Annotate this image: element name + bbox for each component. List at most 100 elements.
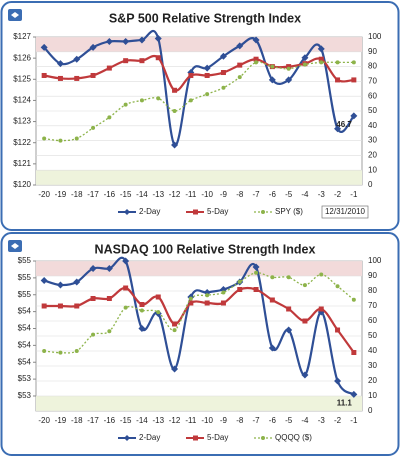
band	[36, 37, 362, 52]
x-tick-label: -19	[55, 190, 67, 199]
chart-title: S&P 500 Relative Strength Index	[109, 11, 301, 25]
point	[171, 141, 179, 149]
point	[74, 75, 80, 81]
point	[350, 112, 358, 120]
point	[172, 321, 178, 327]
point	[156, 96, 161, 101]
y-tick-label: $54	[18, 340, 32, 349]
date-box	[321, 205, 369, 219]
y2-tick-label: 100	[368, 32, 382, 41]
band	[36, 170, 362, 185]
y2-tick-label: 30	[368, 361, 377, 370]
legend-label: SPY ($)	[275, 207, 303, 216]
legend-label: 5-Day	[207, 433, 228, 442]
point	[107, 115, 112, 120]
x-tick-label: -1	[350, 416, 358, 425]
x-tick-label: -14	[136, 416, 148, 425]
point	[253, 56, 259, 62]
point	[318, 56, 324, 62]
point	[301, 371, 309, 379]
y2-tick-label: 30	[368, 136, 377, 145]
point	[334, 125, 342, 133]
point	[236, 42, 244, 50]
point	[41, 72, 47, 78]
point	[155, 55, 161, 61]
y2-tick-label: 10	[368, 391, 377, 400]
legend-marker	[124, 435, 130, 441]
point	[205, 293, 210, 298]
point	[301, 54, 309, 62]
y-tick-label: $123	[13, 117, 31, 126]
point	[155, 294, 161, 300]
point	[221, 85, 226, 90]
x-tick-label: -3	[318, 190, 326, 199]
chart-title: NASDAQ 100 Relative Strength Index	[95, 242, 316, 256]
point	[57, 303, 63, 309]
point	[188, 72, 194, 78]
y-tick-label: $122	[13, 138, 31, 147]
legend-marker	[261, 210, 265, 214]
y2-tick-label: 10	[368, 165, 377, 174]
point	[270, 275, 275, 280]
point	[122, 257, 130, 265]
y2-tick-label: 70	[368, 77, 377, 86]
point	[350, 390, 358, 398]
point	[302, 62, 307, 67]
date: 12/31/2010	[325, 207, 366, 216]
y2-tick-label: 90	[368, 271, 377, 280]
band	[36, 396, 362, 411]
point	[221, 290, 226, 295]
y2-tick-label: 100	[368, 256, 382, 265]
point	[58, 138, 63, 143]
x-tick-label: -20	[38, 416, 50, 425]
x-tick-label: -10	[201, 416, 213, 425]
point	[107, 329, 112, 334]
y2-tick-label: 50	[368, 331, 377, 340]
point	[351, 350, 357, 355]
point	[73, 55, 81, 63]
legend-marker	[193, 435, 198, 441]
legend-marker	[124, 209, 130, 215]
y-tick-label: $120	[13, 180, 31, 189]
point	[270, 64, 275, 69]
legend-label: 5-Day	[207, 207, 228, 216]
point	[335, 60, 340, 65]
x-tick-label: -13	[152, 190, 164, 199]
point	[285, 76, 293, 84]
x-tick-label: -15	[120, 416, 132, 425]
x-tick-label: -3	[318, 416, 326, 425]
point	[57, 75, 63, 81]
x-tick-label: -17	[87, 190, 99, 199]
y2-tick-label: 40	[368, 346, 377, 355]
point	[302, 318, 308, 324]
x-tick-label: -8	[236, 190, 244, 199]
point	[138, 36, 146, 44]
point	[268, 76, 276, 84]
point	[138, 325, 146, 332]
x-tick-label: -12	[169, 190, 181, 199]
point	[203, 64, 211, 72]
point	[171, 365, 179, 373]
x-tick-label: -15	[120, 190, 132, 199]
legend-label: 2-Day	[139, 433, 160, 442]
point	[318, 306, 324, 312]
point	[89, 43, 97, 51]
band	[36, 261, 362, 276]
y2-tick-label: 0	[368, 406, 373, 415]
y-tick-label: $53	[18, 374, 32, 383]
y-tick-label: $126	[13, 53, 31, 62]
x-tick-label: -17	[87, 416, 99, 425]
x-tick-label: -1	[350, 190, 358, 199]
point	[334, 377, 342, 385]
x-tick-label: -16	[104, 190, 116, 199]
point	[123, 102, 128, 107]
x-tick-label: -20	[38, 190, 50, 199]
point	[351, 77, 357, 83]
x-tick-label: -5	[285, 190, 293, 199]
point	[41, 303, 47, 309]
point	[123, 285, 129, 291]
point	[105, 37, 113, 45]
x-tick-label: -2	[334, 190, 342, 199]
point	[154, 34, 162, 42]
x-tick-label: -4	[301, 190, 309, 199]
